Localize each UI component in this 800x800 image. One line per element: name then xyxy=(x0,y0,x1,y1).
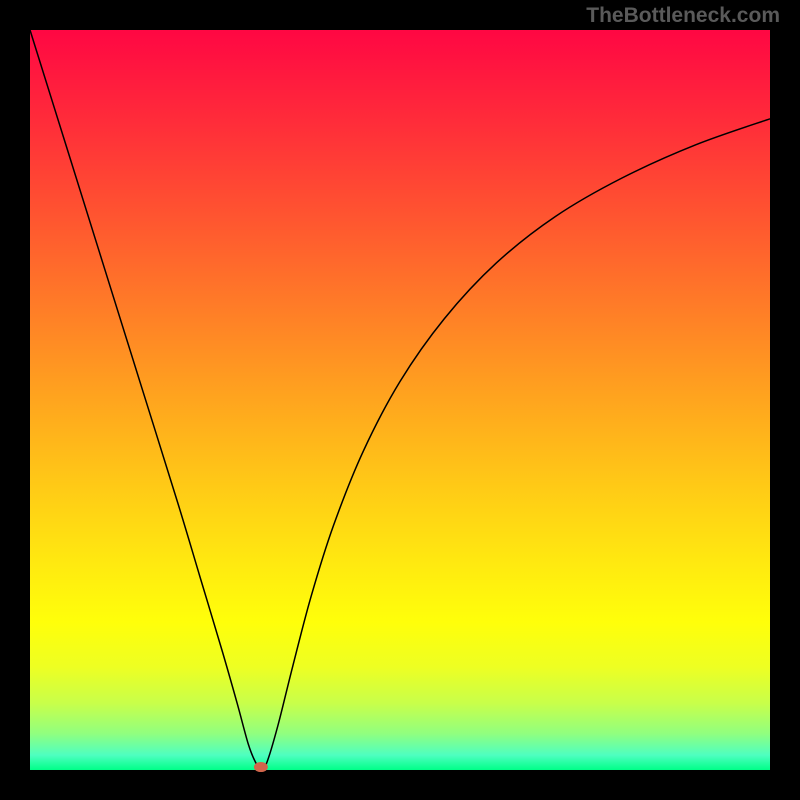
plot-area xyxy=(30,30,770,770)
watermark-text: TheBottleneck.com xyxy=(586,4,780,28)
optimal-point-marker xyxy=(254,762,268,772)
bottleneck-chart: TheBottleneck.com xyxy=(0,0,800,800)
chart-svg xyxy=(0,0,800,800)
